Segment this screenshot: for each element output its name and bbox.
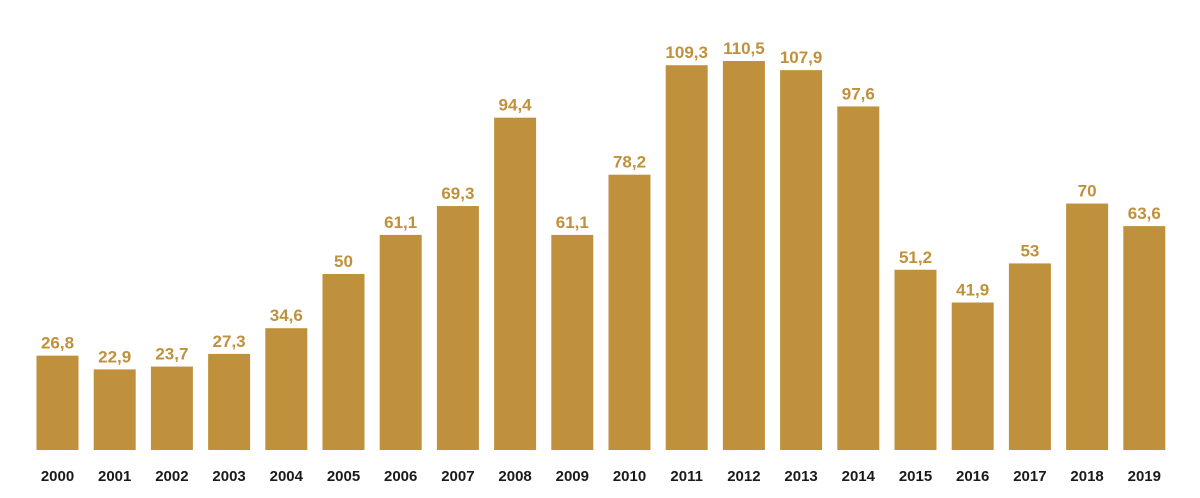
value-label-2000: 26,8 [41,334,74,353]
value-label-2011: 109,3 [665,43,708,62]
x-tick-label-2008: 2008 [498,468,531,485]
value-labels-group: 26,8 22,9 23,7 27,3 34,6 50 61,1 69,3 94,4 61,1 78… [41,39,1161,366]
bar-2000 [36,355,79,450]
x-tick-label-2016: 2016 [956,468,989,485]
value-label-2004: 34,6 [270,306,303,325]
bars-group [36,61,1166,451]
bar-2018 [1066,203,1109,450]
bar-2010 [608,174,651,450]
value-label-2008: 94,4 [499,96,533,115]
x-tick-label-2004: 2004 [270,468,304,485]
bar-2005 [322,273,365,450]
value-label-2015: 51,2 [899,248,932,267]
bar-2017 [1008,263,1051,450]
bar-2004 [265,328,308,450]
value-label-2017: 53 [1020,241,1039,260]
bar-2008 [494,117,537,451]
x-tick-label-2006: 2006 [384,468,417,485]
bar-2009 [551,234,594,450]
value-label-2019: 63,6 [1128,204,1161,223]
value-label-2002: 23,7 [155,345,188,364]
bar-2019 [1123,226,1166,450]
x-tick-label-2015: 2015 [899,468,932,485]
value-label-2018: 70 [1078,182,1097,201]
x-tick-label-2017: 2017 [1013,468,1046,485]
x-tick-label-2019: 2019 [1128,468,1161,485]
value-label-2001: 22,9 [98,347,131,366]
bar-2006 [379,234,422,450]
value-label-2014: 97,6 [842,84,875,103]
x-tick-label-2000: 2000 [41,468,74,485]
x-tick-label-2018: 2018 [1070,468,1103,485]
x-tick-label-2011: 2011 [670,468,703,485]
value-label-2012: 110,5 [723,39,765,58]
bar-2015 [894,269,937,450]
x-tick-label-2013: 2013 [784,468,817,485]
bar-2003 [208,353,251,450]
x-tick-label-2012: 2012 [727,468,760,485]
value-label-2009: 61,1 [556,213,589,232]
bar-2011 [665,65,708,450]
bar-2012 [722,61,765,450]
value-label-2010: 78,2 [613,153,646,172]
bar-2016 [951,302,994,450]
value-label-2005: 50 [334,252,353,271]
x-tick-label-2005: 2005 [327,468,360,485]
x-axis-ticks: 2000 2001 2002 2003 2004 2005 2006 2007 2008 2009… [41,468,1161,485]
x-tick-label-2003: 2003 [212,468,245,485]
value-label-2003: 27,3 [213,332,246,351]
value-label-2016: 41,9 [956,281,989,300]
bar-2007 [436,206,479,450]
x-tick-label-2010: 2010 [613,468,646,485]
x-tick-label-2007: 2007 [441,468,474,485]
value-label-2013: 107,9 [780,48,823,67]
value-label-2006: 61,1 [384,213,417,232]
x-tick-label-2009: 2009 [556,468,589,485]
value-label-2007: 69,3 [441,184,474,203]
bar-2002 [150,366,193,450]
bar-2014 [837,106,880,450]
bar-2001 [93,369,136,450]
x-tick-label-2001: 2001 [98,468,131,485]
x-tick-label-2002: 2002 [155,468,188,485]
bar-2013 [780,70,823,451]
x-tick-label-2014: 2014 [842,468,876,485]
